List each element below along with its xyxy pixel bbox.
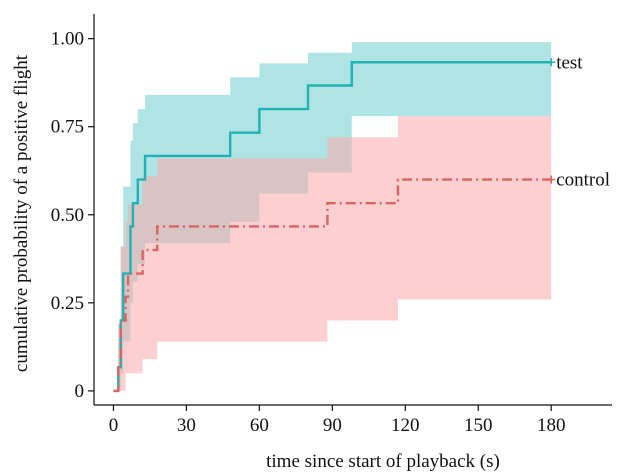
y-axis-title: cumulative probability of a positive fli… (11, 54, 32, 372)
y-tick-label: 1.00 (51, 29, 84, 50)
x-tick-label: 180 (537, 415, 566, 436)
x-tick-label: 90 (323, 415, 342, 436)
y-axis-ticks: 0 0.25 0.50 0.75 1.00 (51, 29, 94, 402)
series-label-test: test (556, 52, 583, 73)
y-tick-label: 0 (75, 381, 85, 402)
x-tick-label: 150 (464, 415, 493, 436)
x-tick-label: 30 (177, 415, 196, 436)
y-tick-label: 0.75 (51, 117, 84, 138)
confidence-bands (113, 42, 551, 391)
x-tick-label: 120 (391, 415, 420, 436)
x-tick-label: 60 (250, 415, 269, 436)
x-tick-label: 0 (109, 415, 119, 436)
y-tick-label: 0.50 (51, 205, 84, 226)
series-labels: test control (556, 52, 610, 190)
y-tick-label: 0.25 (51, 293, 84, 314)
x-axis-title: time since start of playback (s) (266, 451, 500, 472)
x-axis-ticks: 0 30 60 90 120 150 180 (109, 405, 566, 436)
series-label-control: control (556, 170, 610, 191)
